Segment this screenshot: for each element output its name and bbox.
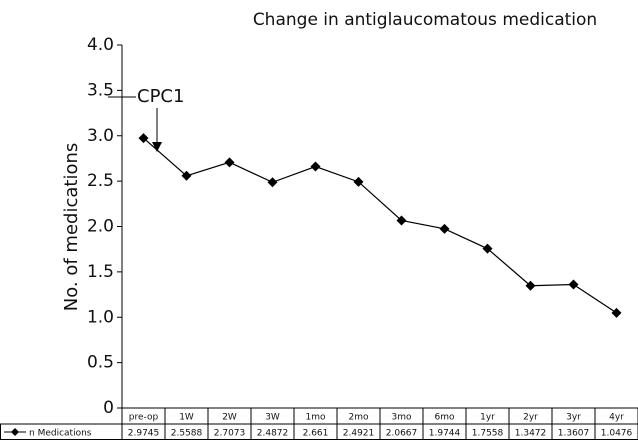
marker	[310, 161, 321, 172]
y-tick-label: 0	[103, 398, 114, 418]
table-value: 2.0667	[386, 429, 418, 439]
table-value: 2.4921	[343, 429, 375, 439]
x-tick-label: 4yr	[609, 413, 624, 423]
y-tick-label: 4.0	[87, 35, 114, 55]
x-tick-label: 1W	[179, 413, 194, 423]
legend-label: n Medications	[29, 429, 92, 439]
table-value: 1.3472	[515, 429, 547, 439]
marker	[353, 176, 364, 187]
marker	[267, 177, 278, 188]
y-tick-label: 2.0	[87, 217, 114, 237]
arrow-head	[152, 142, 162, 152]
x-tick-label: 2W	[222, 413, 237, 423]
x-tick-label: 6mo	[435, 413, 455, 423]
x-tick-label: 3yr	[566, 413, 581, 423]
table-value: 2.5588	[171, 429, 203, 439]
y-axis-label: No. of medications	[61, 143, 82, 312]
table-value: 1.3607	[558, 429, 590, 439]
table-value: 2.4872	[257, 429, 289, 439]
table-value: 2.7073	[214, 429, 246, 439]
y-tick-label: 1.0	[87, 307, 114, 327]
table-value: 2.661	[303, 429, 329, 439]
marker	[224, 157, 235, 168]
x-tick-label: pre-op	[129, 413, 159, 423]
x-tick-label: 1mo	[306, 413, 326, 423]
annotation: CPC1	[137, 86, 184, 107]
marker	[611, 307, 622, 318]
marker	[568, 279, 579, 290]
marker	[396, 215, 407, 226]
table-value: 1.7558	[472, 429, 504, 439]
y-tick-label: 3.0	[87, 126, 114, 146]
series-line	[143, 137, 617, 314]
y-tick-label: 3.5	[87, 80, 114, 100]
table-value: 1.0476	[601, 429, 633, 439]
y-tick-label: 2.5	[87, 171, 114, 191]
marker	[181, 170, 192, 181]
x-tick-label: 2yr	[523, 413, 538, 423]
legend-marker	[11, 428, 19, 436]
marker	[439, 223, 450, 234]
x-tick-label: 1yr	[480, 413, 495, 423]
marker	[482, 243, 493, 254]
table-value: 1.9744	[429, 429, 461, 439]
y-tick-label: 1.5	[87, 262, 114, 282]
marker	[138, 133, 149, 144]
y-tick-label: 0.5	[87, 353, 114, 373]
table-value: 2.9745	[128, 429, 160, 439]
x-tick-label: 2mo	[349, 413, 369, 423]
marker	[525, 280, 536, 291]
x-tick-label: 3W	[265, 413, 280, 423]
chart-title: Change in antiglaucomatous medication	[253, 10, 597, 30]
x-tick-label: 3mo	[392, 413, 412, 423]
